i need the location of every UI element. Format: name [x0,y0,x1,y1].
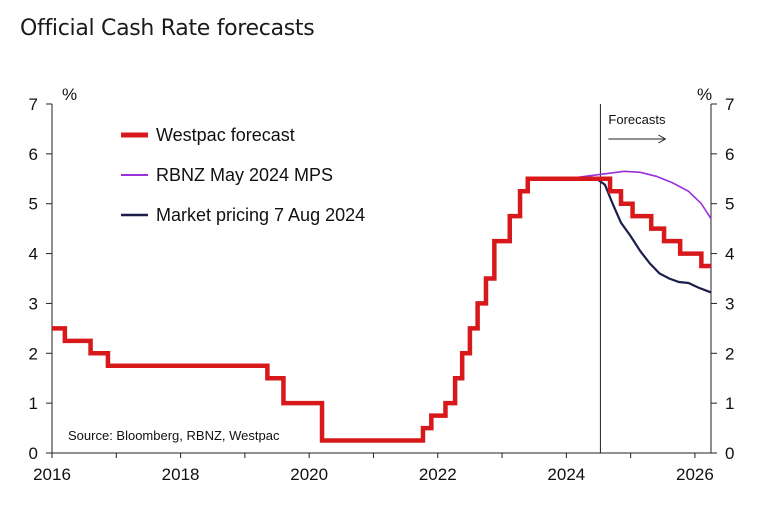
y-tick-label-right: 3 [725,294,734,313]
series-line-market-pricing-7-aug-2024 [595,177,712,294]
series-line-rbnz-may-2024-mps [566,170,712,220]
legend-label: RBNZ May 2024 MPS [156,165,333,185]
y-tick-label-left: 0 [29,444,38,463]
chart-title: Official Cash Rate forecasts [20,16,315,41]
series-line-westpac-forecast [52,176,711,443]
y-tick-label-left: 7 [29,95,38,114]
x-tick-label: 2016 [33,465,71,484]
forecasts-arrow-head [658,134,667,144]
x-tick-label: 2018 [162,465,200,484]
y-tick-label-right: 4 [725,245,734,264]
y-tick-label-right: 5 [725,195,734,214]
forecasts-label: Forecasts [608,112,666,127]
x-tick-label: 2026 [676,465,714,484]
x-tick-label: 2024 [547,465,585,484]
y-tick-label-right: 2 [725,344,734,363]
y-tick-label-left: 3 [29,294,38,313]
y-tick-label-left: 6 [29,145,38,164]
y-unit-right: % [697,85,712,104]
y-tick-label-left: 4 [29,245,38,264]
y-tick-label-left: 1 [29,394,38,413]
y-tick-label-left: 5 [29,195,38,214]
y-tick-label-right: 6 [725,145,734,164]
x-tick-label: 2020 [290,465,328,484]
legend-label: Market pricing 7 Aug 2024 [156,205,365,225]
source-note: Source: Bloomberg, RBNZ, Westpac [68,428,280,443]
y-unit-left: % [62,85,77,104]
y-tick-label-right: 1 [725,394,734,413]
y-tick-label-right: 7 [725,95,734,114]
y-tick-label-right: 0 [725,444,734,463]
y-tick-label-left: 2 [29,344,38,363]
legend-label: Westpac forecast [156,125,295,145]
x-tick-label: 2022 [419,465,457,484]
